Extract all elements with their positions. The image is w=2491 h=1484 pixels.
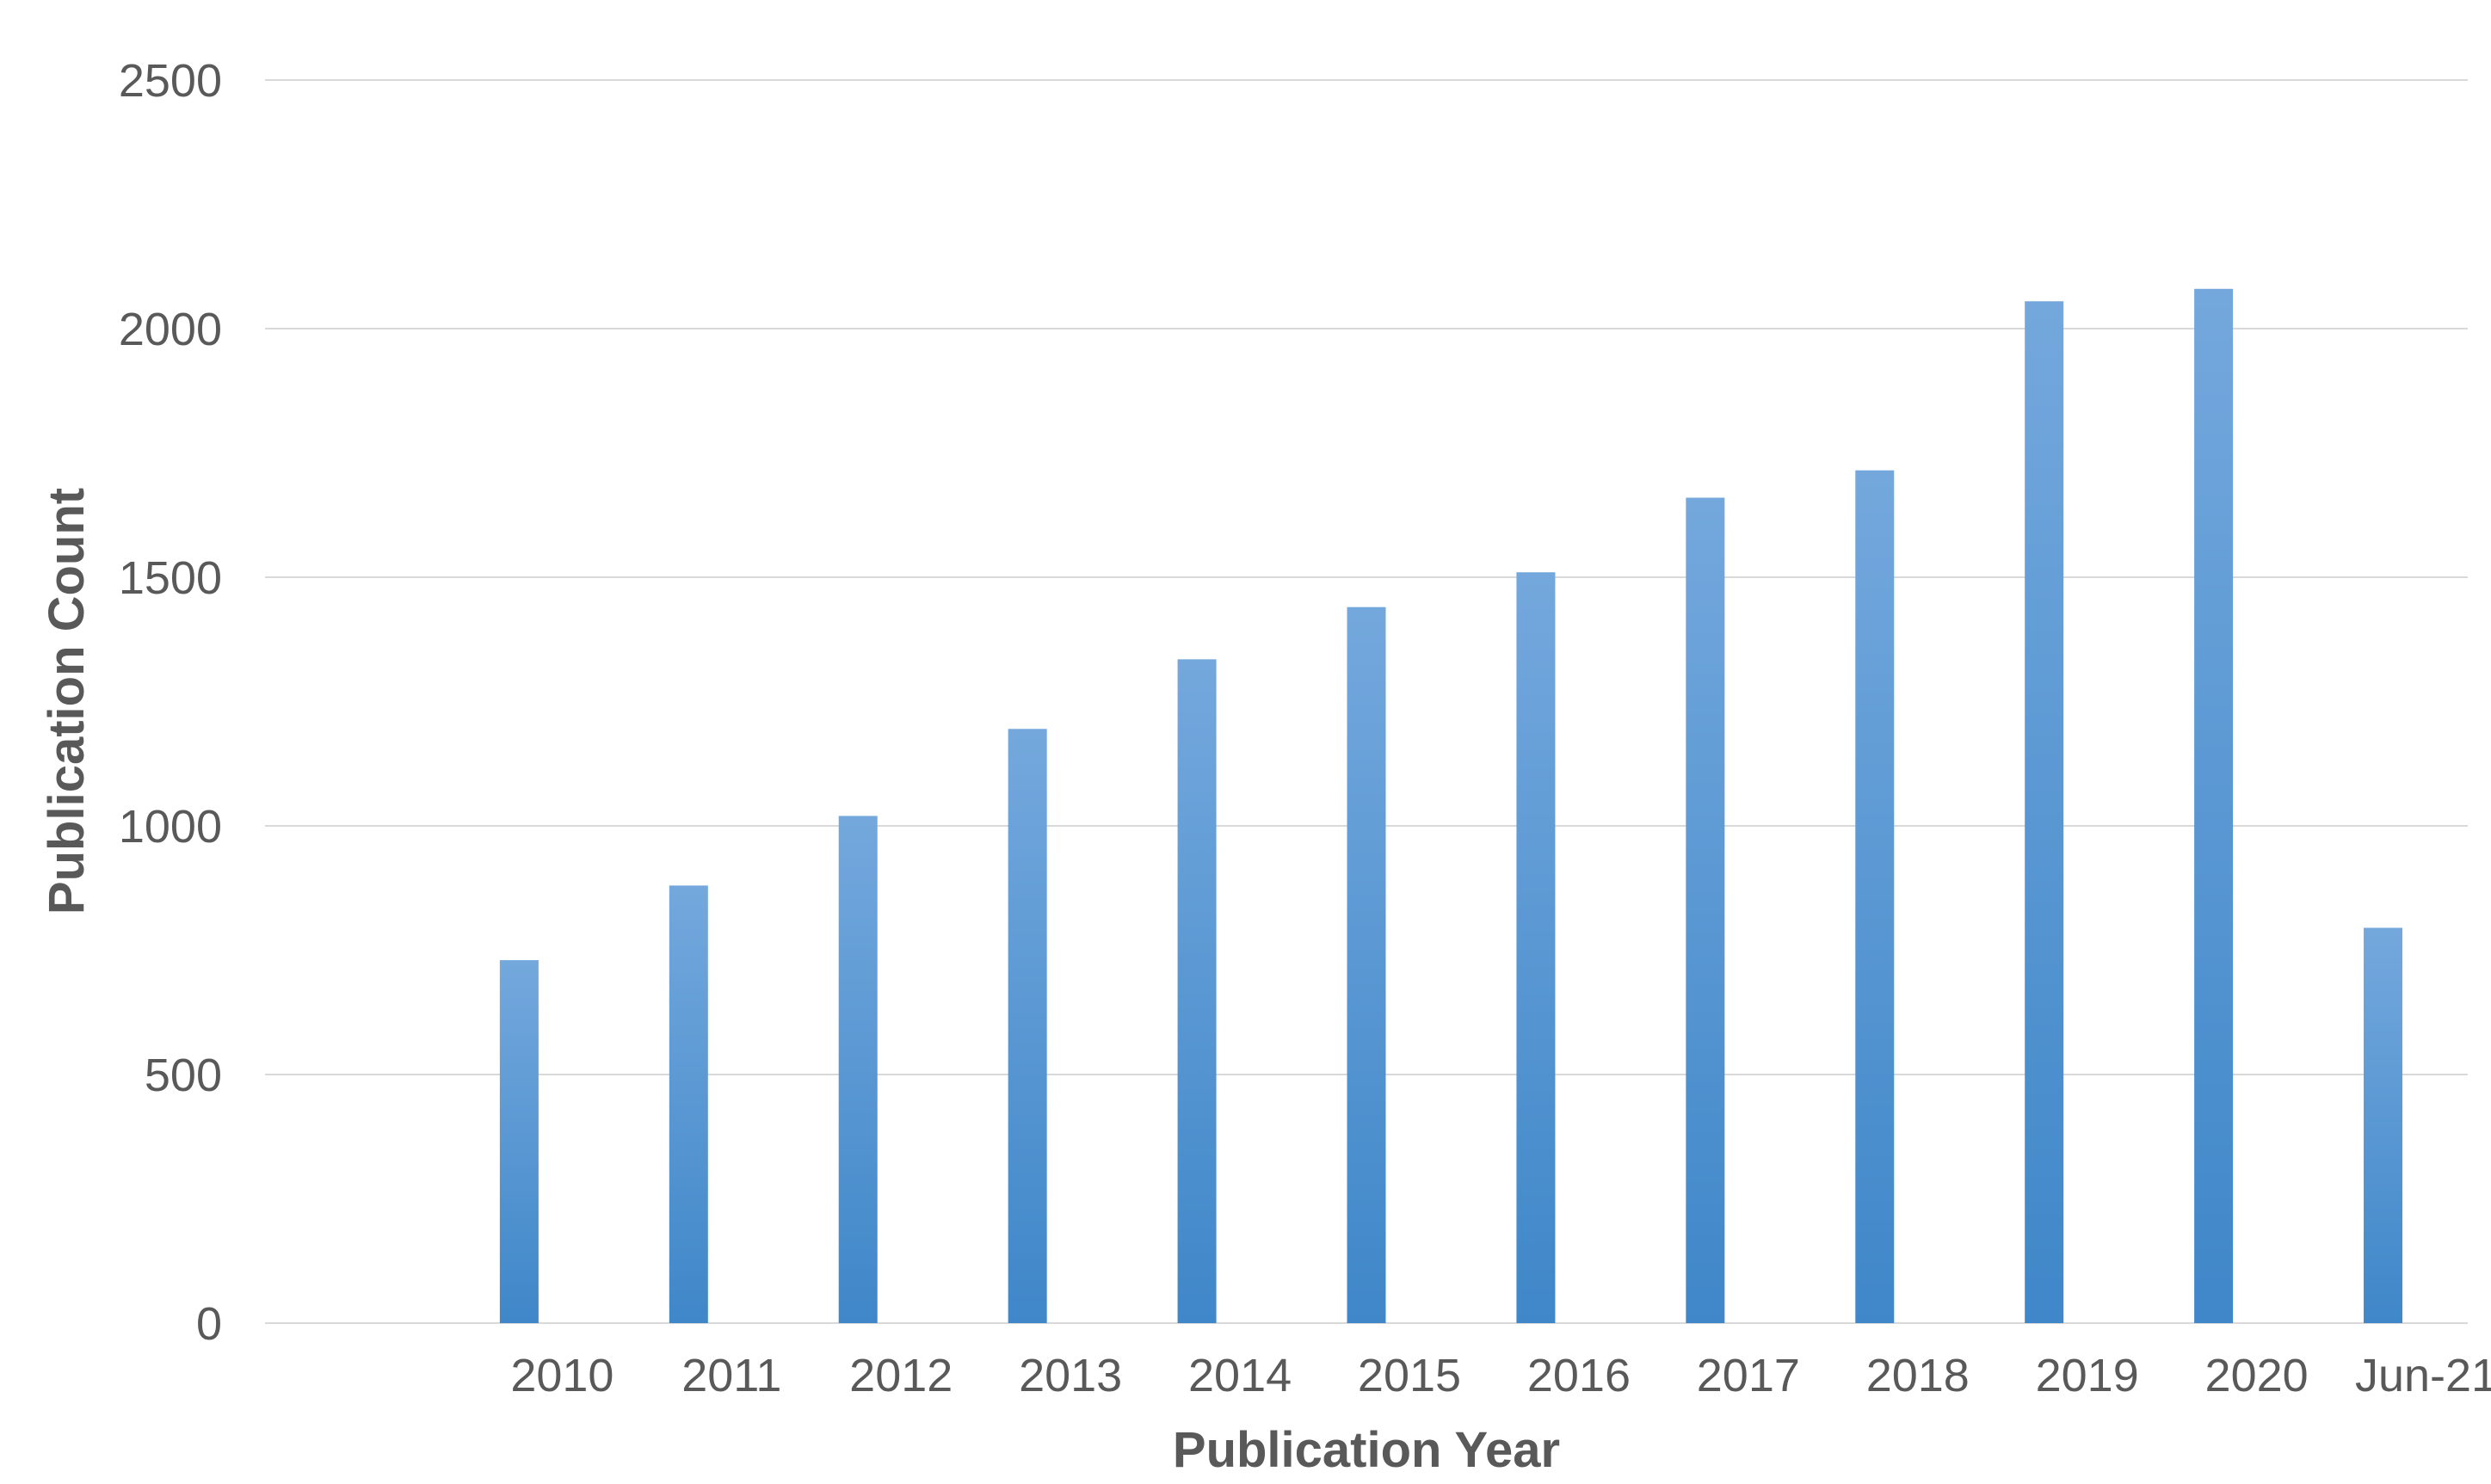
x-axis-title: Publication Year xyxy=(1173,1422,1560,1478)
bar-2013 xyxy=(1008,729,1047,1323)
bar-2012 xyxy=(838,816,878,1323)
x-tick-label: 2016 xyxy=(1527,1350,1631,1401)
x-tick-label: 2011 xyxy=(681,1350,781,1401)
bar-2019 xyxy=(2025,301,2064,1324)
x-tick-label: 2010 xyxy=(510,1350,614,1401)
x-tick-label: 2020 xyxy=(2205,1350,2309,1401)
y-tick-label: 1500 xyxy=(119,552,222,604)
bar-2018 xyxy=(1855,470,1895,1323)
bar-jun-21 xyxy=(2364,927,2403,1323)
y-tick-label: 0 xyxy=(196,1298,222,1350)
y-tick-label: 1000 xyxy=(119,801,222,853)
bar-2014 xyxy=(1177,659,1217,1323)
x-tick-label: 2018 xyxy=(1866,1350,1970,1401)
y-tick-label: 500 xyxy=(145,1050,222,1101)
x-tick-label: 2019 xyxy=(2036,1350,2139,1401)
x-tick-label: 2014 xyxy=(1188,1350,1292,1401)
y-tick-label: 2500 xyxy=(119,55,222,107)
bar-2017 xyxy=(1686,497,1725,1323)
x-tick-label: Jun-21 xyxy=(2355,1350,2491,1401)
bar-2015 xyxy=(1347,607,1386,1323)
bars xyxy=(499,288,2403,1324)
y-axis-title: Publication Count xyxy=(39,488,95,914)
x-tick-label: 2017 xyxy=(1697,1350,1800,1401)
x-tick-label: 2013 xyxy=(1019,1350,1122,1401)
bar-2016 xyxy=(1516,572,1556,1323)
bar-2011 xyxy=(669,885,708,1323)
x-tick-label: 2012 xyxy=(849,1350,953,1401)
y-axis-ticks: 0 500 1000 1500 2000 2500 xyxy=(119,55,222,1350)
y-tick-label: 2000 xyxy=(119,304,222,355)
x-tick-label: 2015 xyxy=(1358,1350,1461,1401)
bar-2020 xyxy=(2194,288,2234,1323)
x-axis-ticks: 2010 2011 2012 2013 2014 2015 2016 2017 2018 2019… xyxy=(510,1350,2491,1401)
bar-2010 xyxy=(499,960,539,1323)
